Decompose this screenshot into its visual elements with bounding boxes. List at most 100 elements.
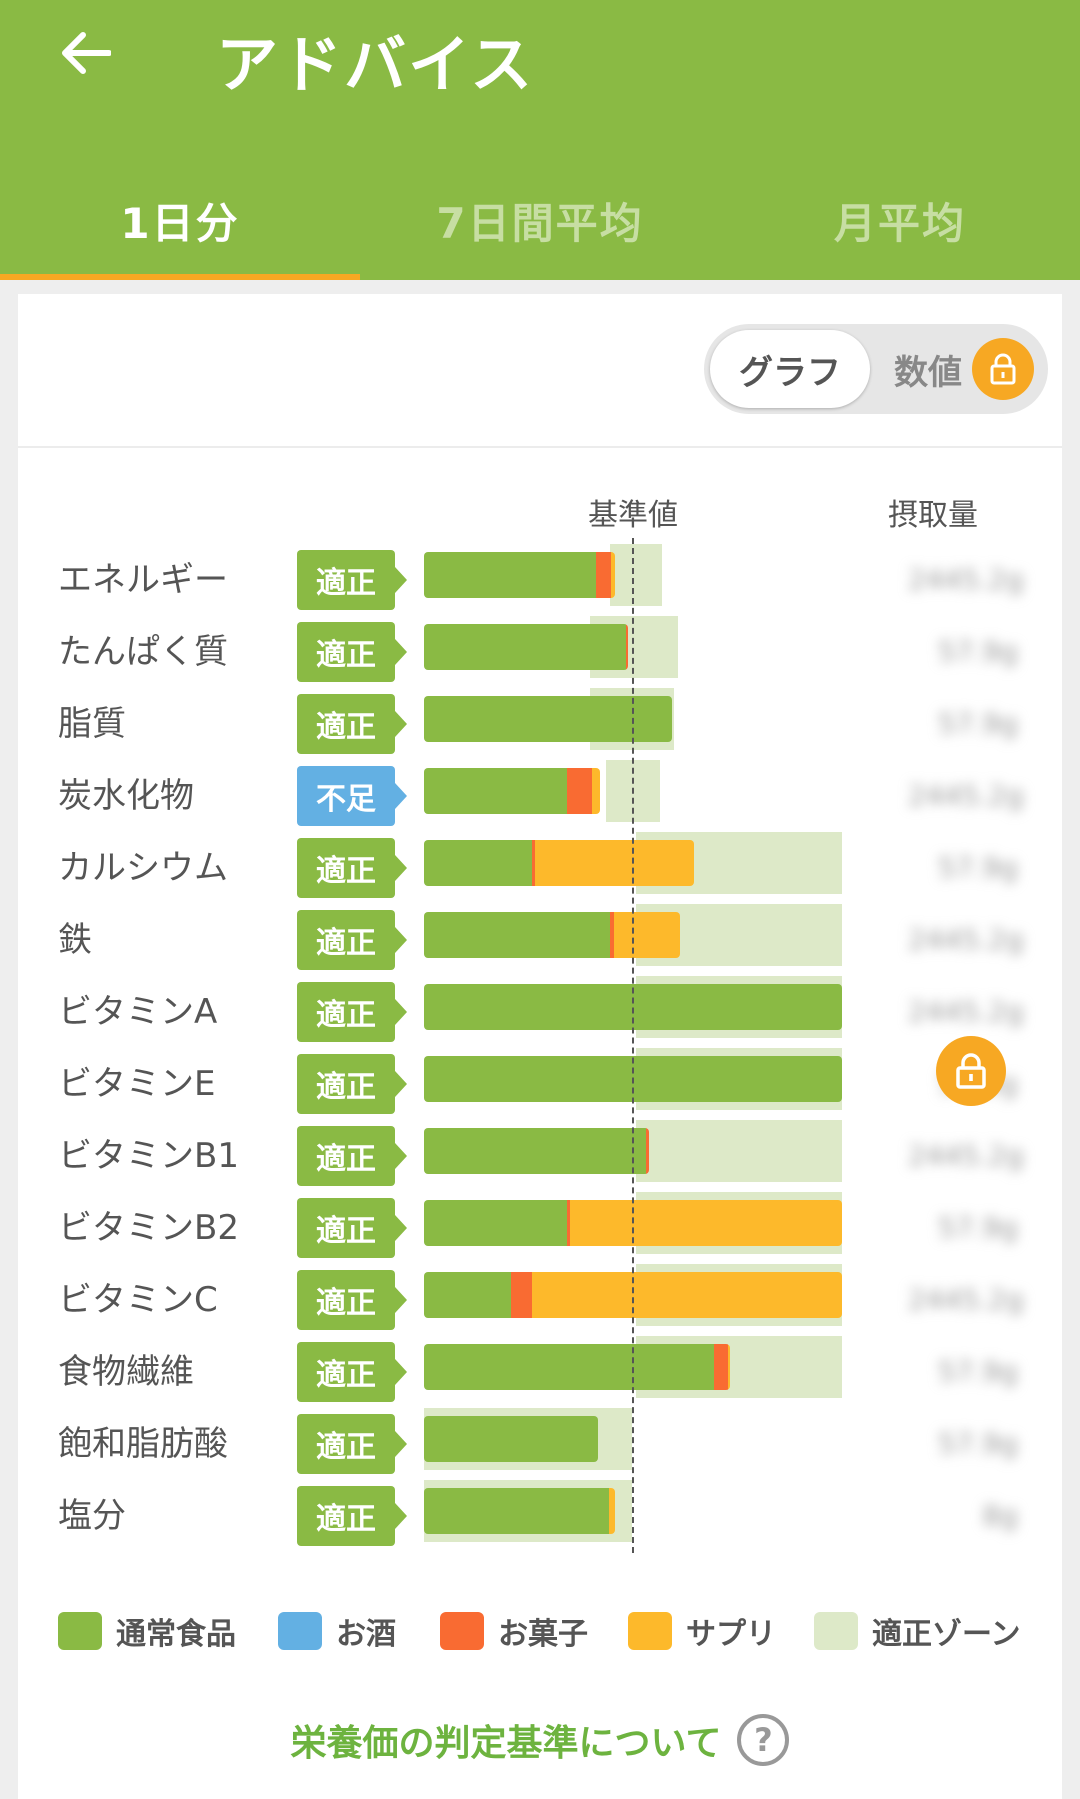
bar-segment-supplements	[728, 1344, 730, 1390]
bar-segment-normal-food	[424, 696, 672, 742]
bar-segment-snacks	[646, 1128, 649, 1174]
back-button[interactable]	[50, 22, 120, 84]
app-bar	[0, 0, 1080, 280]
bar-segment-supplements	[611, 552, 615, 598]
nutrient-row: たんぱく質 適正 57.9g	[0, 616, 1080, 688]
intake-lock-button[interactable]	[936, 1036, 1006, 1106]
intake-value: 2445.2g	[908, 1283, 1024, 1316]
bar-segment-snacks	[532, 840, 535, 886]
intake-value: 2445.2g	[908, 923, 1024, 956]
bar-segment-normal-food	[424, 1488, 609, 1534]
intake-bar	[424, 1272, 842, 1318]
intake-bar	[424, 624, 628, 670]
nutrient-name: 飽和脂肪酸	[58, 1424, 228, 1464]
bar-segment-supplements	[609, 1488, 615, 1534]
intake-bar	[424, 696, 672, 742]
intake-value: 2445.2g	[908, 995, 1024, 1028]
status-badge: 適正	[297, 1054, 407, 1114]
intake-value: 57.9g	[937, 707, 1018, 740]
nutrient-name: たんぱく質	[58, 632, 228, 672]
period-tabs: 1日分 7日間平均 月平均	[0, 160, 1080, 280]
toggle-value-option[interactable]: 数値	[894, 352, 962, 393]
status-badge: 適正	[297, 622, 407, 682]
help-icon[interactable]: ?	[737, 1714, 790, 1766]
legend-item-zone: 適正ゾーン	[814, 1608, 1021, 1654]
nutrient-name: 脂質	[58, 704, 126, 744]
status-badge: 適正	[297, 550, 407, 610]
intake-bar	[424, 1344, 730, 1390]
bar-segment-normal-food	[424, 1344, 714, 1390]
nutrient-name: ビタミンB1	[58, 1136, 239, 1176]
status-badge: 適正	[297, 1486, 407, 1546]
nutrient-row: 塩分 適正 8g	[0, 1480, 1080, 1552]
intake-bar	[424, 1128, 649, 1174]
toggle-graph-option[interactable]: グラフ	[710, 330, 870, 408]
nutrient-name: ビタミンC	[58, 1280, 218, 1320]
intake-value: 2445.2g	[908, 1139, 1024, 1172]
bar-segment-normal-food	[424, 1200, 567, 1246]
nutrient-name: 塩分	[58, 1496, 126, 1536]
reference-line	[632, 538, 634, 1553]
intake-bar	[424, 552, 615, 598]
criteria-link-text[interactable]: 栄養価の判定基準について	[290, 1723, 722, 1764]
tab-7-day-average[interactable]: 7日間平均	[436, 198, 644, 248]
bar-segment-supplements	[592, 768, 600, 814]
intake-value: 57.9g	[937, 1211, 1018, 1244]
legend-label: 適正ゾーン	[872, 1617, 1021, 1652]
active-tab-indicator	[0, 274, 360, 280]
intake-value: 57.9g	[937, 1427, 1018, 1460]
bar-segment-snacks	[567, 1200, 570, 1246]
status-badge: 適正	[297, 694, 407, 754]
intake-value: 57.9g	[937, 851, 1018, 884]
nutrient-row: 炭水化物 不足 2445.2g	[0, 760, 1080, 832]
divider	[18, 446, 1062, 448]
bar-segment-snacks	[596, 552, 611, 598]
bar-segment-normal-food	[424, 768, 567, 814]
bar-segment-supplements	[535, 840, 694, 886]
status-badge: 適正	[297, 1342, 407, 1402]
back-arrow-icon	[62, 32, 111, 74]
intake-bar	[424, 1416, 598, 1462]
nutrient-name: 鉄	[58, 920, 92, 960]
bar-segment-normal-food	[424, 912, 610, 958]
view-toggle[interactable]: グラフ 数値	[704, 324, 1048, 414]
status-badge: 適正	[297, 1414, 407, 1474]
legend-swatch	[628, 1612, 672, 1650]
status-badge: 適正	[297, 1198, 407, 1258]
appropriate-zone	[610, 544, 662, 606]
tab-1-day[interactable]: 1日分	[120, 198, 240, 248]
status-badge: 適正	[297, 1126, 407, 1186]
nutrient-row: エネルギー 適正 2445.2g	[0, 544, 1080, 616]
lock-icon	[956, 1053, 986, 1089]
legend-item-alcohol: お酒	[278, 1608, 396, 1654]
advice-card	[18, 294, 1062, 1799]
appropriate-zone	[636, 1120, 842, 1182]
nutrient-name: 食物繊維	[58, 1352, 194, 1392]
nutrient-row: ビタミンE適正57.9g	[0, 1048, 1080, 1120]
intake-value: 8g	[982, 1499, 1018, 1532]
intake-value: 2445.2g	[908, 563, 1024, 596]
bar-segment-normal-food	[424, 1416, 598, 1462]
intake-value: 2445.2g	[908, 779, 1024, 812]
nutrient-name: ビタミンB2	[58, 1208, 239, 1248]
intake-bar	[424, 768, 600, 814]
nutrient-row: ビタミンC 適正 2445.2g	[0, 1264, 1080, 1336]
criteria-link[interactable]: 栄養価の判定基準について ?	[0, 1708, 1080, 1772]
legend-swatch	[58, 1612, 102, 1650]
nutrient-row: 鉄 適正 2445.2g	[0, 904, 1080, 976]
intake-value: 57.9g	[937, 1355, 1018, 1388]
tab-monthly-average[interactable]: 月平均	[833, 198, 966, 248]
bar-segment-supplements	[532, 1272, 842, 1318]
legend-label: お酒	[336, 1617, 396, 1652]
lock-icon	[972, 338, 1034, 400]
intake-bar	[424, 1200, 842, 1246]
bar-segment-snacks	[626, 624, 628, 670]
bar-segment-snacks	[610, 912, 614, 958]
bar-segment-supplements	[614, 912, 680, 958]
legend-swatch	[814, 1612, 858, 1650]
intake-bar	[424, 1488, 615, 1534]
bar-segment-normal-food	[424, 840, 532, 886]
nutrient-row: 食物繊維 適正 57.9g	[0, 1336, 1080, 1408]
nutrient-name: ビタミンE	[58, 1064, 216, 1104]
bar-segment-normal-food	[424, 1272, 511, 1318]
